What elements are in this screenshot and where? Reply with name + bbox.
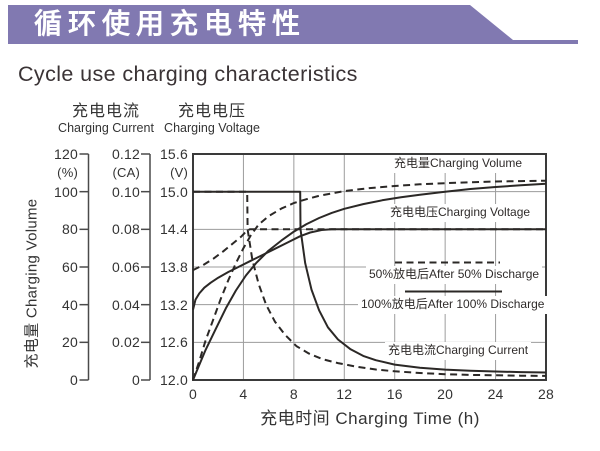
curve-label-volume: 充电量Charging Volume [391,155,526,173]
curve-V-solid [192,228,546,310]
x-tick-label: 12 [336,386,353,402]
curve-%-solid [192,182,547,381]
x-tick-label: 4 [239,386,248,402]
y-tick-label-percent: 80 [62,221,78,238]
voltage-axis-header: 充电电压 Charging Voltage [146,103,278,135]
y-tick-label-ca: 0.06 [111,259,140,275]
current-axis-header: 充电电流 Charging Current [40,103,172,135]
curve-CA-dashed [193,190,547,377]
y-tick-label-v: 15.0 [159,183,188,200]
current-axis-title-en: Charging Current [58,120,154,135]
y-tick-label-ca: 0 [132,372,140,388]
curve-label-current: 充电电流Charging Current [385,342,532,360]
x-tick-label: 20 [437,386,454,402]
plot-border [192,153,547,381]
x-axis-title: 充电时间 Charging Time (h) [260,409,480,428]
y-tick-label-ca: 0.08 [111,221,140,238]
y-tick-label-percent: 60 [62,259,78,275]
curve-V-dashed [192,228,546,271]
y-tick-label-ca: 0.12 [111,146,140,162]
y-tick-label-v: 13.8 [159,259,188,275]
title-banner: 循环使用充电特性 [8,5,513,40]
y-tick-label-v: 14.4 [159,221,188,238]
x-tick-label: 28 [538,386,554,402]
y-tick-label-percent: 100 [54,183,78,200]
curves [192,179,547,381]
x-tick-label: 24 [487,386,504,402]
y-axis-unit-ca: (CA) [112,164,140,180]
y-tick-label-percent: 0 [70,372,78,388]
x-tick-label: 0 [189,386,197,402]
y-tick-label-ca: 0.10 [111,183,140,200]
plot-border-rect [192,153,547,381]
y-axis-unit-v: (V) [170,164,188,180]
curve-label-voltage: 充电电压Charging Voltage [387,204,534,222]
x-tick-label: 8 [289,386,298,402]
curve-%-dashed [192,179,547,381]
y-tick-label-ca: 0.02 [111,334,140,351]
y-tick-label-v: 13.2 [159,296,188,313]
y-tick-label-percent: 40 [62,296,78,313]
y-tick-label-ca: 0.04 [111,296,140,313]
y-tick-label-v: 15.6 [159,146,188,162]
y-tick-label-v: 12.6 [159,334,188,351]
voltage-axis-title-cn: 充电电压 [177,103,246,120]
x-tick-label: 16 [386,386,403,402]
legend-label-50: 50%放电后After 50% Discharge [366,266,543,284]
current-axis-title-cn: 充电电流 [71,103,140,120]
y-tick-label-percent: 20 [62,334,78,351]
curve-CA-solid [193,190,547,374]
legend-label-100: 100%放电后After 100% Discharge [358,296,548,314]
y-tick-label-v: 12.0 [159,372,188,388]
voltage-axis-title-en: Charging Voltage [164,120,260,135]
y-tick-label-percent: 120 [54,146,78,162]
legend-lines [395,261,502,293]
page-title: 循环使用充电特性 [34,8,307,39]
banner-underline [8,40,578,44]
y-axis-unit-percent: (%) [57,164,78,180]
page-subtitle: Cycle use charging characteristics [18,62,358,86]
axis-brackets [79,153,151,381]
